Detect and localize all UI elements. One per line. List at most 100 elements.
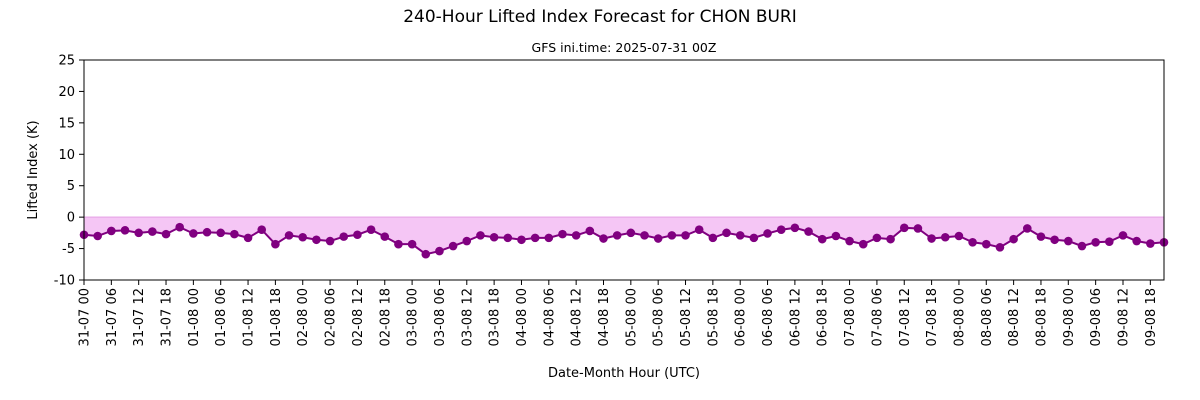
data-point (927, 234, 936, 243)
data-point (148, 227, 157, 236)
data-point (995, 243, 1005, 252)
data-point (462, 236, 472, 246)
data-point (161, 229, 171, 239)
data-point (886, 234, 895, 244)
chart-title: 240-Hour Lifted Index Forecast for CHON … (403, 7, 797, 27)
x-tick-label: 08-08 00 (952, 288, 967, 346)
x-tick-label: 02-08 00 (296, 288, 311, 346)
x-tick-label: 06-08 00 (734, 288, 749, 346)
plot-area: -10 -5 0 5 10 15 20 25 31-07 00 31-07 06 31-07 12 3… (54, 54, 1169, 346)
data-point (202, 227, 212, 237)
negative-fill-area (84, 217, 1164, 255)
x-tick-label: 04-08 18 (597, 288, 612, 346)
x-tick-label: 01-08 06 (214, 288, 229, 346)
data-point (476, 231, 485, 240)
data-point (312, 235, 321, 245)
data-point (1022, 224, 1032, 233)
data-point (339, 232, 349, 241)
x-tick-label: 09-08 12 (1116, 288, 1131, 346)
data-point (776, 225, 786, 235)
data-point (845, 236, 854, 246)
data-point (216, 228, 226, 238)
data-point (1118, 231, 1128, 240)
x-tick-label: 06-08 18 (816, 288, 831, 346)
data-point (817, 234, 827, 244)
x-tick-label: 01-08 00 (187, 288, 202, 346)
y-tick-label: 10 (58, 148, 75, 163)
data-point (612, 231, 622, 240)
data-point (722, 228, 731, 238)
data-point (681, 231, 690, 240)
data-point (667, 231, 677, 240)
y-tick-label: 0 (67, 211, 75, 226)
data-point (435, 246, 444, 256)
y-tick-label: 15 (58, 116, 75, 131)
data-point (421, 249, 431, 259)
data-point (298, 232, 308, 242)
x-tick-label: 03-08 12 (460, 288, 475, 346)
x-tick-label: 31-07 12 (132, 288, 147, 346)
data-point (1146, 239, 1155, 248)
data-point (940, 232, 950, 242)
x-tick-label: 31-07 06 (105, 288, 120, 346)
data-point (571, 231, 581, 240)
data-point (448, 241, 458, 251)
data-point (380, 232, 390, 241)
data-point (353, 230, 362, 240)
y-tick-label: 25 (58, 54, 75, 69)
x-tick-label: 02-08 18 (378, 288, 393, 346)
x-tick-label: 09-08 00 (1062, 288, 1077, 346)
x-tick-label: 06-08 12 (788, 288, 803, 346)
data-point (407, 239, 417, 249)
data-point (558, 229, 567, 239)
x-tick-label: 31-07 00 (78, 288, 93, 346)
x-tick-label: 09-08 18 (1144, 288, 1159, 346)
data-point (325, 236, 335, 246)
y-axis-label: Lifted Index (K) (26, 120, 41, 219)
data-point (394, 239, 403, 249)
data-point (1064, 236, 1073, 246)
data-point (271, 239, 280, 249)
data-point (489, 232, 499, 242)
data-point (968, 237, 977, 247)
data-point (735, 231, 745, 240)
data-point (107, 226, 116, 236)
x-tick-label: 04-08 00 (515, 288, 530, 346)
data-point (899, 223, 909, 233)
x-tick-label: 03-08 18 (488, 288, 503, 346)
data-point (517, 235, 526, 245)
plot-frame (83, 59, 1165, 281)
data-point (1009, 234, 1018, 244)
y-tick-label: 5 (67, 179, 75, 194)
y-tick-label: -10 (54, 274, 75, 289)
x-tick-label: 05-08 06 (652, 288, 667, 346)
x-tick-label: 02-08 12 (351, 288, 366, 346)
data-point (858, 239, 868, 249)
data-point (230, 229, 239, 239)
x-tick-label: 07-08 06 (870, 288, 885, 346)
x-tick-label: 05-08 00 (624, 288, 639, 346)
x-tick-label: 31-07 18 (160, 288, 175, 346)
data-point (585, 226, 595, 236)
x-tick-label: 01-08 18 (269, 288, 284, 346)
data-point (189, 229, 198, 238)
data-point (694, 225, 704, 235)
x-tick-label: 01-08 12 (242, 288, 257, 346)
data-point (913, 224, 923, 233)
x-tick-label: 08-08 12 (1007, 288, 1022, 346)
data-point (653, 234, 663, 243)
data-point (599, 234, 608, 243)
data-point (749, 233, 759, 243)
x-tick-label: 04-08 06 (542, 288, 557, 346)
data-point (1077, 241, 1087, 251)
data-point (981, 239, 991, 249)
data-point (954, 231, 964, 241)
data-point (134, 228, 143, 238)
x-tick-label: 03-08 00 (406, 288, 421, 346)
data-point (544, 233, 554, 243)
x-tick-label: 02-08 06 (324, 288, 339, 346)
x-tick-label: 05-08 18 (706, 288, 721, 346)
data-point (804, 227, 813, 236)
x-tick-label: 04-08 12 (570, 288, 585, 346)
